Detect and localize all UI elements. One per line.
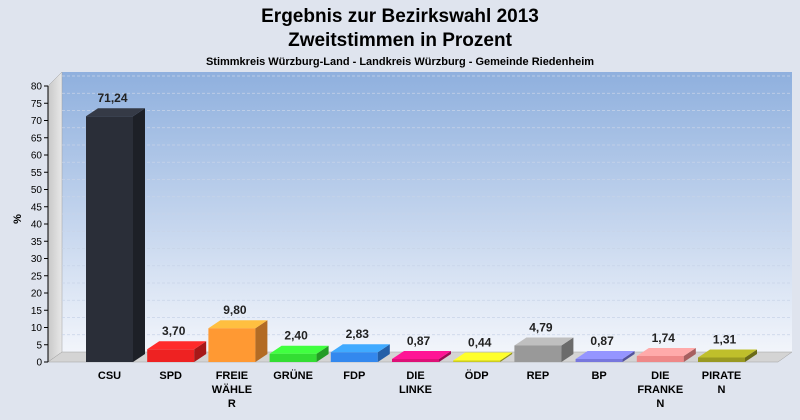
y-tick-label: 70 bbox=[31, 116, 43, 127]
category-label: CSU bbox=[98, 370, 121, 382]
bar-side bbox=[255, 320, 268, 362]
y-tick-label: 0 bbox=[36, 358, 42, 369]
bar-dielinke bbox=[392, 350, 451, 362]
bar-freiewähler bbox=[208, 320, 268, 362]
category-label: PIRATE N bbox=[702, 370, 742, 396]
chart-title: Ergebnis zur Bezirkswahl 2013 bbox=[261, 6, 539, 27]
bar-top bbox=[208, 320, 268, 329]
bar-side bbox=[316, 345, 329, 362]
bar-bp bbox=[575, 350, 635, 362]
bar-front bbox=[392, 358, 439, 362]
bar-front bbox=[86, 116, 133, 362]
bar-top bbox=[698, 349, 757, 358]
y-tick-label: 15 bbox=[31, 306, 43, 317]
bar-front bbox=[269, 353, 317, 362]
category-label: SPD bbox=[159, 370, 182, 382]
category-label: REP bbox=[527, 370, 550, 382]
y-tick-label: 45 bbox=[31, 202, 43, 213]
value-label: 4,79 bbox=[529, 320, 553, 334]
y-tick-label: 40 bbox=[31, 220, 43, 231]
chart-subtitle: Stimmkreis Würzburg-Land - Landkreis Wür… bbox=[206, 56, 594, 68]
value-label: 0,44 bbox=[468, 335, 492, 349]
bar-front bbox=[575, 358, 623, 362]
category-label: GRÜNE bbox=[273, 369, 313, 382]
bar-spd bbox=[147, 341, 207, 362]
bar-top bbox=[147, 341, 207, 350]
bar-top bbox=[636, 347, 696, 356]
category-label: FREIE WÄHLE R bbox=[212, 370, 252, 410]
value-label: 1,74 bbox=[652, 331, 676, 345]
x-axis: CSU SPD FREIE WÄHLE R GRÜNE FDP DIE LINKE ÖDP REP B… bbox=[98, 369, 741, 410]
bar-fdp bbox=[330, 344, 390, 362]
y-tick-label: 75 bbox=[31, 99, 43, 110]
bar-side bbox=[133, 108, 145, 362]
y-tick-label: 80 bbox=[31, 82, 43, 93]
bar-side bbox=[745, 349, 757, 362]
bar-side bbox=[194, 341, 207, 362]
bar-rep bbox=[514, 337, 574, 362]
bar-side bbox=[377, 344, 390, 362]
bar-front bbox=[330, 352, 378, 362]
y-axis-label: % bbox=[12, 214, 24, 224]
bar-front bbox=[698, 357, 745, 362]
value-label: 0,87 bbox=[590, 334, 614, 348]
bar-top bbox=[330, 344, 390, 353]
bar-top bbox=[86, 108, 145, 117]
bar-front bbox=[514, 345, 562, 362]
category-label: FDP bbox=[343, 370, 365, 382]
y-tick-label: 10 bbox=[31, 323, 43, 334]
y-tick-label: 30 bbox=[31, 254, 43, 265]
y-tick-label: 60 bbox=[31, 151, 43, 162]
bar-side bbox=[622, 350, 635, 362]
bar-top bbox=[392, 350, 451, 359]
value-label: 0,87 bbox=[407, 334, 431, 348]
plot-side-wall bbox=[47, 71, 63, 363]
bar-side bbox=[500, 352, 513, 362]
bar-side bbox=[439, 350, 451, 362]
bar-side bbox=[561, 337, 574, 362]
bar-front bbox=[147, 349, 195, 362]
y-tick-label: 35 bbox=[31, 237, 43, 248]
bars bbox=[86, 108, 757, 362]
category-label: DIE LINKE bbox=[399, 370, 432, 396]
bar-front bbox=[453, 360, 501, 362]
y-tick-label: 50 bbox=[31, 185, 43, 196]
gridlines bbox=[62, 75, 792, 336]
y-tick-label: 25 bbox=[31, 271, 43, 282]
value-label: 71,24 bbox=[97, 91, 127, 105]
category-label: BP bbox=[591, 370, 606, 382]
y-tick-label: 55 bbox=[31, 168, 43, 179]
bar-side bbox=[683, 347, 696, 362]
bar-diefranken bbox=[636, 347, 696, 362]
value-labels: 71,24 3,70 9,80 2,40 2,83 0,87 0,44 4,79 0,87 1,7… bbox=[97, 91, 736, 349]
y-axis: 0 5 10 15 20 25 30 35 40 45 50 55 60 65 70 75 80 bbox=[31, 82, 48, 369]
bar-top bbox=[575, 350, 635, 359]
bar-csu bbox=[86, 108, 145, 362]
bar-top bbox=[269, 345, 329, 354]
value-label: 9,80 bbox=[223, 303, 247, 317]
bar-piraten bbox=[698, 349, 757, 362]
bar-front bbox=[636, 355, 684, 362]
category-label: ÖDP bbox=[465, 369, 489, 382]
bar-top bbox=[514, 337, 574, 346]
value-label: 2,40 bbox=[284, 329, 308, 343]
bar-top bbox=[453, 352, 513, 361]
value-label: 1,31 bbox=[713, 332, 737, 346]
value-label: 2,83 bbox=[346, 327, 370, 341]
y-tick-label: 20 bbox=[31, 289, 43, 300]
bar-front bbox=[208, 328, 256, 362]
chart-title-line2: Zweitstimmen in Prozent bbox=[288, 30, 512, 51]
bar-ödp bbox=[453, 352, 513, 362]
y-tick-label: 65 bbox=[31, 133, 43, 144]
bar-grüne bbox=[269, 345, 329, 362]
category-label: DIE FRANKE N bbox=[637, 370, 683, 410]
value-label: 3,70 bbox=[162, 324, 186, 338]
plot-background bbox=[62, 72, 792, 352]
y-tick-label: 5 bbox=[36, 340, 42, 351]
